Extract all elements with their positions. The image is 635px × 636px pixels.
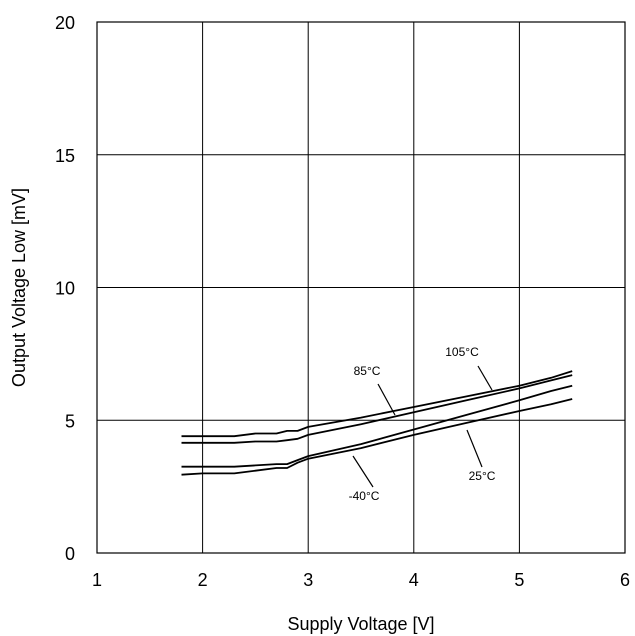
grid-lines xyxy=(97,22,625,553)
annotation-label: -40°C xyxy=(349,489,380,503)
x-tick-label: 5 xyxy=(514,570,524,590)
annotation-leader-line xyxy=(377,383,396,416)
x-tick-label: 6 xyxy=(620,570,630,590)
x-tick-labels: 1 2 3 4 5 6 xyxy=(92,570,630,590)
y-tick-labels: 0 5 10 15 20 xyxy=(55,13,75,564)
y-tick-label: 0 xyxy=(65,544,75,564)
annotations: 105°C 85°C 25°C -40°C xyxy=(349,345,496,503)
annotation-leader-line xyxy=(352,455,374,488)
annotation-label: 105°C xyxy=(445,345,479,359)
x-tick-label: 3 xyxy=(303,570,313,590)
annotation-leader-line xyxy=(477,365,493,391)
annotation-label: 25°C xyxy=(469,469,496,483)
x-tick-label: 2 xyxy=(198,570,208,590)
x-tick-label: 1 xyxy=(92,570,102,590)
y-axis-label: Output Voltage Low [mV] xyxy=(9,188,29,387)
series-line xyxy=(181,398,573,476)
series-lines xyxy=(181,370,573,476)
y-tick-label: 15 xyxy=(55,146,75,166)
annotation-label: 85°C xyxy=(354,364,381,378)
x-axis-label: Supply Voltage [V] xyxy=(287,614,434,634)
annotation-leader-line xyxy=(466,429,483,468)
plot-frame xyxy=(96,21,626,554)
series-line xyxy=(181,384,573,468)
y-tick-label: 10 xyxy=(55,279,75,299)
x-tick-label: 4 xyxy=(409,570,419,590)
series-line xyxy=(181,370,573,438)
series-line xyxy=(181,374,573,444)
y-tick-label: 20 xyxy=(55,13,75,33)
y-tick-label: 5 xyxy=(65,411,75,431)
